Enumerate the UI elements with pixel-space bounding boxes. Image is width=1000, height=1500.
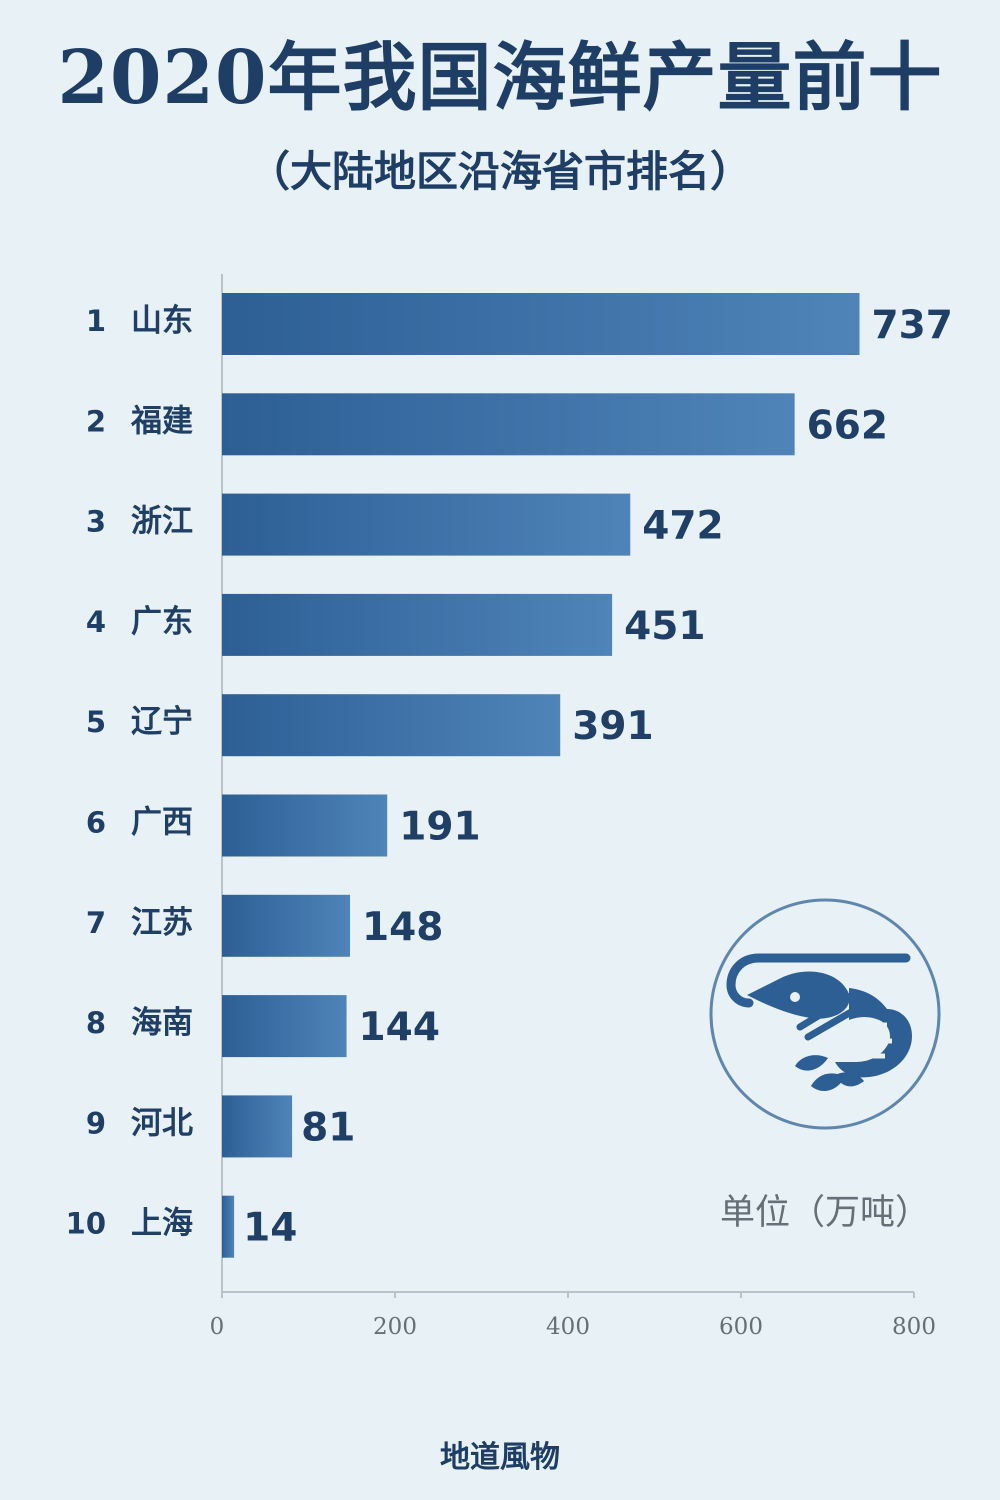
category-label: 福建: [130, 403, 193, 439]
x-tick-label: 600: [719, 1314, 763, 1340]
rank-label: 6: [86, 806, 106, 840]
bar: [222, 493, 631, 556]
category-label: 海南: [131, 1005, 193, 1041]
bar: [222, 293, 860, 355]
bar: [222, 1095, 293, 1158]
value-label: 144: [359, 1005, 440, 1050]
x-tick-label: 200: [373, 1314, 417, 1340]
category-label: 河北: [131, 1105, 193, 1141]
value-label: 191: [399, 805, 480, 850]
rank-label: 9: [86, 1106, 106, 1140]
value-label: 148: [362, 905, 443, 950]
bar: [222, 593, 613, 656]
rank-label: 10: [66, 1207, 106, 1241]
rank-label: 5: [86, 705, 106, 739]
category-label: 广东: [131, 604, 193, 640]
bar: [222, 894, 351, 957]
bar: [222, 694, 561, 757]
x-tick-label: 400: [546, 1314, 590, 1340]
value-label: 472: [642, 504, 723, 549]
value-label: 737: [872, 303, 953, 348]
category-label: 上海: [131, 1206, 193, 1242]
category-label: 江苏: [131, 905, 193, 941]
value-label: 14: [243, 1206, 297, 1251]
rank-label: 1: [86, 304, 106, 338]
rank-label: 2: [86, 404, 106, 438]
chart-title: 2020年我国海鲜产量前十: [57, 35, 943, 121]
rank-label: 8: [86, 1006, 106, 1040]
value-label: 81: [301, 1105, 355, 1150]
brand-logo: 地道風物: [440, 1440, 560, 1475]
category-label: 辽宁: [131, 704, 193, 740]
rank-label: 7: [86, 906, 106, 940]
bar: [222, 393, 795, 456]
bar: [222, 794, 388, 857]
value-label: 662: [807, 403, 888, 448]
chart-subtitle: （大陆地区沿海省市排名）: [247, 147, 752, 196]
bar: [222, 995, 347, 1058]
category-label: 山东: [131, 303, 193, 339]
x-tick-label: 0: [210, 1314, 225, 1340]
bar: [222, 1195, 235, 1258]
rank-label: 3: [86, 505, 106, 539]
category-label: 广西: [131, 805, 193, 841]
rank-label: 4: [86, 605, 106, 639]
unit-label: 单位（万吨）: [720, 1193, 931, 1233]
x-tick-label: 800: [892, 1314, 936, 1340]
value-label: 451: [624, 604, 705, 649]
value-label: 391: [572, 704, 653, 749]
category-label: 浙江: [131, 504, 193, 540]
shrimp-icon: [709, 898, 941, 1130]
